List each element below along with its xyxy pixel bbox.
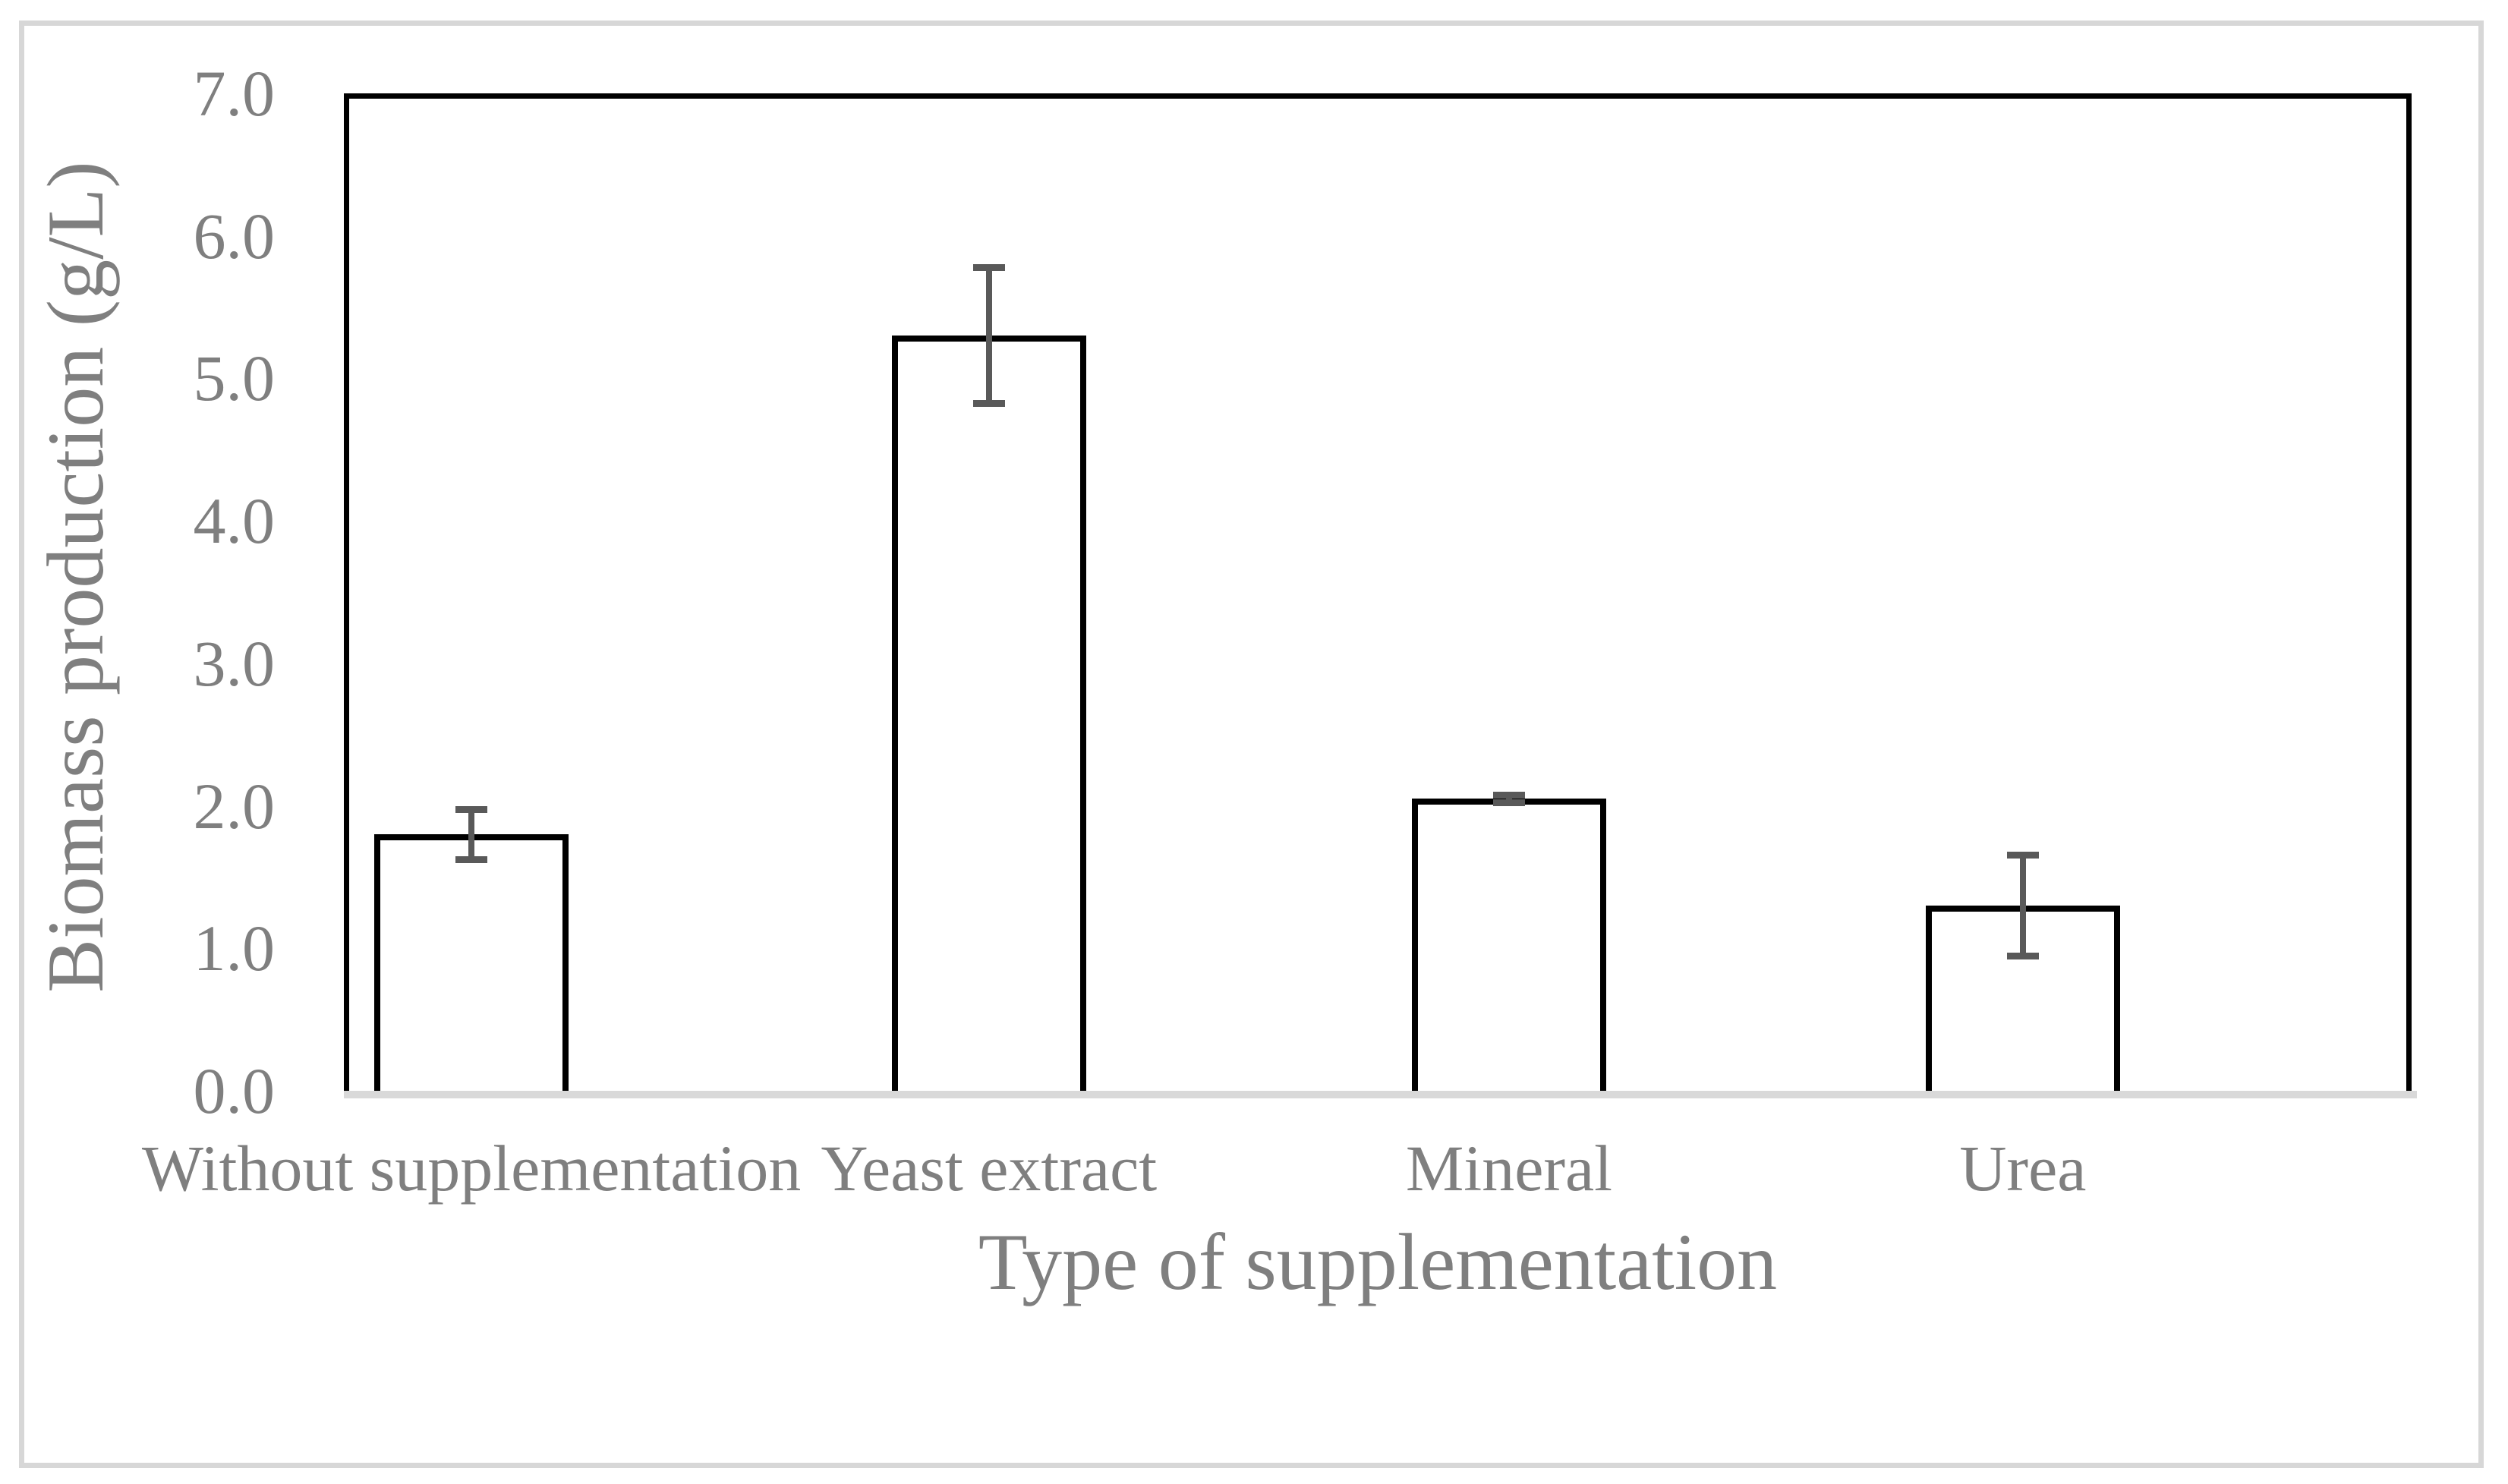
x-category-label: Yeast extract — [821, 1132, 1158, 1205]
y-tick-label: 0.0 — [193, 1054, 276, 1127]
error-bar-stem — [1505, 791, 1512, 806]
y-tick-label: 3.0 — [193, 626, 276, 700]
x-category-label: Mineral — [1405, 1132, 1613, 1205]
y-tick-label: 4.0 — [193, 484, 276, 558]
y-tick-label: 7.0 — [193, 57, 276, 130]
y-tick-label: 2.0 — [193, 769, 276, 843]
bar — [891, 336, 1086, 1091]
bar — [1411, 799, 1606, 1091]
error-bar — [455, 805, 488, 863]
x-category-label: Without supplementation — [141, 1132, 802, 1205]
error-bar-stem — [2019, 851, 2026, 960]
error-bar — [2006, 851, 2039, 960]
error-bar — [1492, 791, 1525, 806]
error-bar — [972, 264, 1005, 407]
error-bar-top-cap — [455, 805, 488, 813]
y-tick-label: 1.0 — [193, 912, 276, 985]
error-bar-stem — [468, 805, 475, 863]
error-bar-stem — [985, 264, 992, 407]
bar — [374, 834, 569, 1091]
x-axis-line — [344, 1091, 2417, 1098]
error-bar-top-cap — [2006, 851, 2039, 859]
error-bar-bottom-cap — [2006, 953, 2039, 960]
x-category-label: Urea — [1959, 1132, 2087, 1205]
error-bar-bottom-cap — [972, 399, 1005, 407]
error-bar-bottom-cap — [455, 855, 488, 863]
y-tick-label: 5.0 — [193, 342, 276, 415]
y-tick-label: 6.0 — [193, 199, 276, 273]
x-axis-title: Type of supplementation — [978, 1218, 1778, 1306]
y-axis-title: Biomass production (g/L) — [31, 161, 120, 993]
error-bar-bottom-cap — [1492, 799, 1525, 806]
error-bar-top-cap — [972, 264, 1005, 272]
error-bar-top-cap — [1492, 791, 1525, 799]
